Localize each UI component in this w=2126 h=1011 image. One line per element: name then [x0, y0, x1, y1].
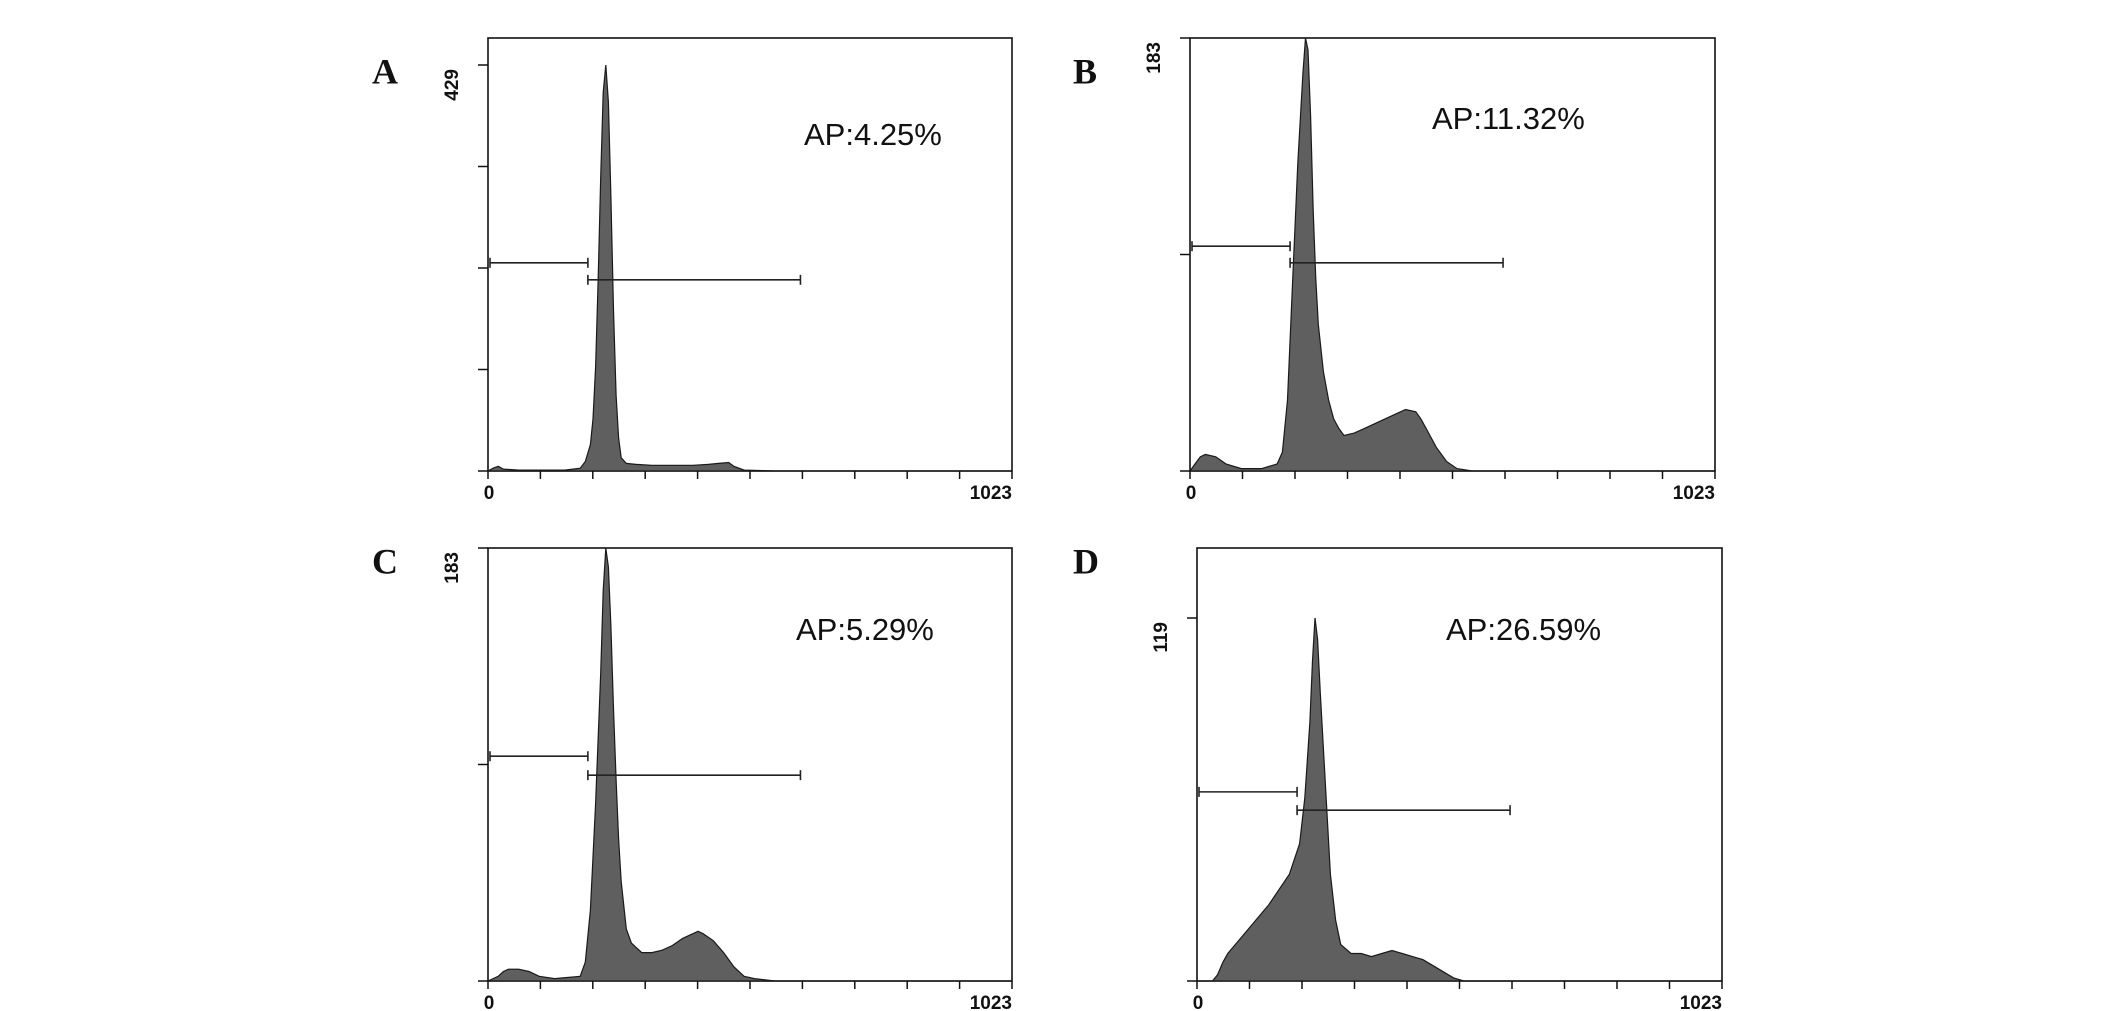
dna-histogram-area [487, 64, 1012, 472]
x-axis-ticks [1196, 981, 1723, 989]
panel-letter: A [372, 52, 398, 92]
gate-marker-2 [1296, 805, 1511, 816]
panel-d: D 119 0 1023 AP:26.59% [1073, 542, 1723, 1011]
x-tick-label-min: 0 [1193, 993, 1204, 1011]
gate-marker-1 [1191, 241, 1291, 252]
x-axis-ticks [487, 981, 1013, 989]
plot-frame [487, 37, 1013, 472]
x-tick-label-min: 0 [1186, 483, 1197, 504]
gate-marker-2 [587, 274, 802, 285]
x-axis-ticks [487, 471, 1013, 479]
panel-a: A 429 0 1023 AP:4.25% [372, 37, 1013, 504]
x-tick-label-min: 0 [484, 483, 495, 504]
x-tick-label-max: 1023 [970, 993, 1012, 1011]
panel-letter: C [372, 542, 398, 582]
gate-marker-1 [489, 751, 589, 762]
panel-letter: B [1073, 52, 1097, 92]
x-tick-label-max: 1023 [1680, 993, 1722, 1011]
y-max-label: 429 [442, 69, 463, 101]
panel-c: C 183 0 1023 AP:5.29% [372, 542, 1013, 1011]
dna-histogram-area [487, 547, 1012, 982]
gate-marker-2 [1289, 257, 1504, 268]
y-max-label: 183 [1144, 42, 1165, 74]
gate-marker-2 [587, 770, 802, 781]
gate-marker-1 [1198, 786, 1298, 797]
y-axis-ticks [1187, 617, 1197, 982]
x-tick-label-min: 0 [484, 993, 495, 1011]
y-axis-ticks [1180, 37, 1190, 472]
x-tick-label-max: 1023 [970, 483, 1012, 504]
apoptosis-percentage-label: AP:26.59% [1446, 612, 1601, 647]
dna-histogram-area [1197, 617, 1722, 982]
panel-letter: D [1073, 542, 1099, 582]
y-max-label: 119 [1151, 622, 1172, 653]
gate-marker-1 [489, 257, 589, 268]
y-axis-ticks [478, 64, 488, 472]
y-axis-ticks [478, 547, 488, 982]
apoptosis-percentage-label: AP:4.25% [804, 117, 942, 152]
panel-b: B 183 0 1023 AP:11.32% [1073, 37, 1716, 504]
x-tick-label-max: 1023 [1673, 483, 1715, 504]
y-max-label: 183 [442, 552, 463, 584]
x-axis-ticks [1189, 471, 1716, 479]
dna-histogram-area [1188, 37, 1715, 472]
apoptosis-percentage-label: AP:11.32% [1432, 101, 1585, 136]
apoptosis-percentage-label: AP:5.29% [796, 612, 934, 647]
